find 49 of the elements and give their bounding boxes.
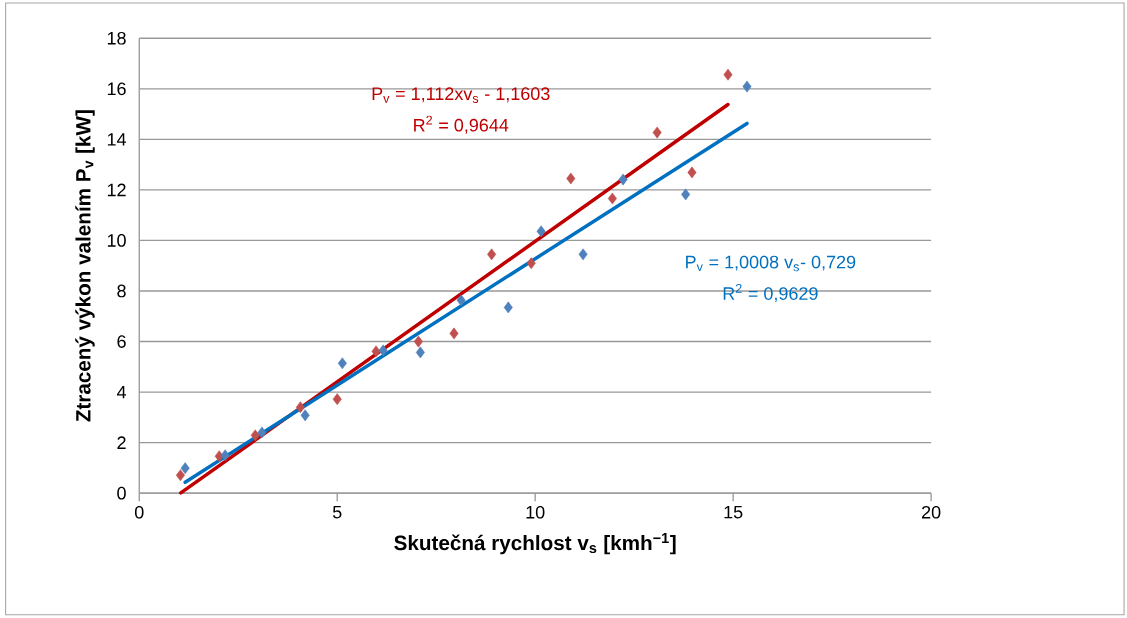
point: [257, 426, 267, 439]
y-tick-label: 4: [116, 386, 127, 399]
annotation: P$_{v}$ = 1,112xv$_{s}$ - 1,1603: [372, 87, 550, 104]
x-tick-label: 15: [724, 506, 743, 519]
point: [536, 225, 546, 238]
point: [456, 294, 466, 307]
point: [503, 301, 513, 314]
y-tick-label: 12: [107, 183, 126, 197]
y-tick-label: 2: [117, 436, 126, 450]
point: [487, 248, 497, 261]
point: [332, 393, 342, 406]
y-tick-label: 14: [107, 133, 127, 146]
y-tick-label: 18: [107, 32, 126, 45]
point: [337, 357, 347, 370]
point: [413, 335, 423, 348]
point: [742, 80, 752, 93]
point: [449, 327, 459, 340]
annotation: P$_{v}$ = 1,0008 v$_{s}$- 0,729: [686, 255, 856, 272]
point: [175, 469, 185, 482]
point: [180, 462, 190, 475]
point: [295, 401, 305, 414]
point: [526, 257, 536, 270]
point: [371, 345, 381, 358]
x-axis-title: Skutečná rychlost v$_{s}$ [kmh$^{−1}$]: [394, 533, 676, 555]
annotation: R$^{2}$ = 0,9644: [414, 115, 509, 134]
point: [220, 449, 230, 462]
point: [415, 346, 425, 359]
x-tick-label: 20: [922, 506, 941, 519]
annotation: R$^{2}$ = 0,9629: [723, 284, 818, 303]
point: [378, 344, 388, 357]
point: [578, 248, 588, 261]
point: [607, 192, 617, 205]
y-tick-label: 8: [117, 284, 126, 298]
point: [723, 68, 733, 81]
y-tick-label: 0: [117, 486, 126, 500]
x-tick-label: 0: [134, 506, 144, 519]
point: [681, 188, 691, 201]
y-tick-label: 16: [107, 82, 126, 96]
point: [300, 409, 310, 422]
point: [652, 126, 662, 139]
point: [250, 429, 260, 442]
x-tick-label: 5: [332, 506, 342, 519]
y-tick-label: 6: [117, 335, 126, 349]
point: [618, 173, 628, 186]
y-tick-label: 10: [107, 234, 126, 247]
y-axis-title: Ztracený výkon valením P$_{v}$ [kW]: [75, 110, 95, 422]
point: [687, 166, 697, 179]
point: [566, 172, 576, 185]
x-tick-label: 10: [526, 506, 545, 519]
